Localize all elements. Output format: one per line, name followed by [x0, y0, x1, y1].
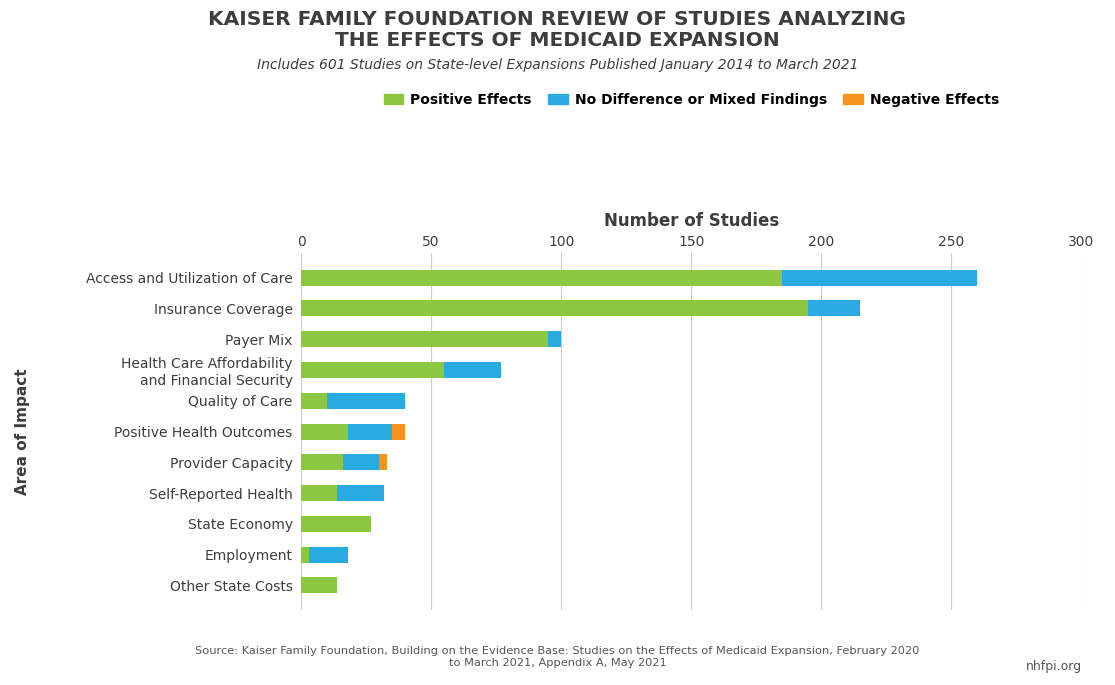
Bar: [327, 393, 405, 409]
Text: nhfpi.org: nhfpi.org: [1026, 660, 1082, 673]
Bar: [301, 301, 808, 316]
Bar: [301, 577, 338, 593]
Bar: [301, 454, 342, 471]
Text: Includes 601 Studies on State-level Expansions Published January 2014 to March 2: Includes 601 Studies on State-level Expa…: [256, 58, 859, 72]
Bar: [783, 270, 978, 286]
Bar: [301, 332, 549, 347]
Bar: [348, 423, 392, 440]
Bar: [549, 332, 561, 347]
Bar: [342, 454, 379, 471]
Bar: [301, 270, 783, 286]
Bar: [301, 423, 348, 440]
Text: KAISER FAMILY FOUNDATION REVIEW OF STUDIES ANALYZING: KAISER FAMILY FOUNDATION REVIEW OF STUDI…: [209, 10, 906, 29]
Bar: [301, 485, 338, 501]
X-axis label: Number of Studies: Number of Studies: [603, 212, 779, 230]
Text: Source: Kaiser Family Foundation, Building on the Evidence Base: Studies on the : Source: Kaiser Family Foundation, Buildi…: [195, 646, 920, 668]
Bar: [309, 547, 348, 562]
Bar: [301, 547, 309, 562]
Bar: [379, 454, 387, 471]
Text: Area of Impact: Area of Impact: [14, 369, 30, 495]
Bar: [301, 516, 371, 532]
Bar: [301, 362, 444, 378]
Bar: [808, 301, 861, 316]
Bar: [301, 393, 327, 409]
Text: THE EFFECTS OF MEDICAID EXPANSION: THE EFFECTS OF MEDICAID EXPANSION: [336, 31, 779, 50]
Bar: [338, 485, 385, 501]
Legend: Positive Effects, No Difference or Mixed Findings, Negative Effects: Positive Effects, No Difference or Mixed…: [384, 92, 999, 107]
Bar: [392, 423, 405, 440]
Bar: [444, 362, 502, 378]
